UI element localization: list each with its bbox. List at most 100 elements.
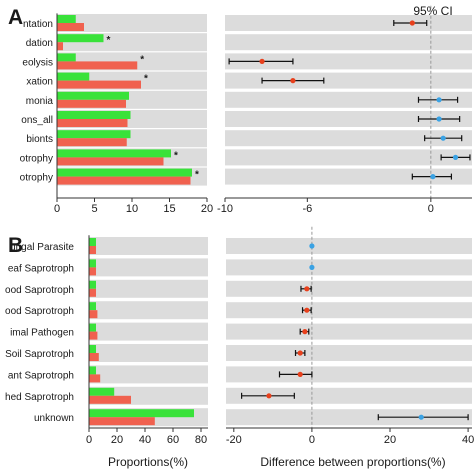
bar-green <box>89 323 96 332</box>
category-label: ons_all <box>21 115 53 126</box>
bar-green <box>89 366 96 375</box>
estimate-point <box>452 154 459 160</box>
category-label: otrophy <box>20 153 53 164</box>
x-tick-label: 0 <box>428 203 434 215</box>
significance-mark: * <box>174 150 178 161</box>
bar-red <box>89 310 98 319</box>
estimate-point <box>297 371 303 377</box>
xlabel-bar-b: Proportions(%) <box>108 455 188 469</box>
row-band <box>226 259 472 276</box>
category-label: ant Saprotroph <box>8 370 74 381</box>
significance-mark: * <box>140 54 144 65</box>
category-label: hed Saprotroph <box>5 392 74 403</box>
bar-green <box>57 53 76 62</box>
category-label: ntation <box>23 19 53 30</box>
bar-red <box>89 288 96 297</box>
row-band <box>225 168 472 185</box>
category-label: dation <box>26 38 53 49</box>
category-label: eolysis <box>22 57 53 68</box>
bar-green <box>57 149 171 158</box>
x-tick-label: -20 <box>226 434 242 446</box>
row-band <box>225 15 472 31</box>
estimate-point <box>440 135 446 141</box>
row-band <box>226 323 472 340</box>
estimate-point <box>259 58 265 64</box>
x-tick-label: 20 <box>384 434 396 446</box>
bar-green <box>89 302 96 311</box>
x-tick-label: 40 <box>462 434 474 446</box>
category-label: xation <box>26 77 53 88</box>
bar-red <box>57 61 138 70</box>
estimate-point <box>418 414 424 420</box>
x-tick-label: 20 <box>201 203 213 215</box>
x-tick-label: 20 <box>111 434 123 446</box>
bar-red <box>57 23 84 31</box>
category-label: ood Saprotroph <box>5 285 74 296</box>
x-tick-label: 0 <box>309 434 315 446</box>
estimate-point <box>290 78 296 84</box>
bar-red <box>89 395 131 404</box>
bar-green <box>57 168 192 177</box>
bar-green <box>89 345 96 353</box>
bar-red <box>57 138 127 147</box>
x-tick-label: 80 <box>195 434 207 446</box>
row-band <box>89 344 208 362</box>
estimate-point <box>436 116 442 122</box>
bar-green <box>57 72 90 81</box>
x-tick-label: 0 <box>54 203 60 215</box>
bar-green <box>89 409 194 418</box>
bar-green <box>89 259 96 268</box>
estimate-point <box>430 174 436 180</box>
row-band <box>89 279 208 298</box>
row-band <box>226 387 472 404</box>
estimate-point <box>309 264 315 270</box>
category-label: ungal Parasite <box>10 242 74 253</box>
bar-green <box>89 280 96 289</box>
bar-red <box>57 176 191 185</box>
row-band <box>89 322 208 341</box>
significance-mark: * <box>144 74 148 85</box>
estimate-point <box>436 97 442 103</box>
row-band <box>89 237 208 255</box>
bar-red <box>57 80 141 89</box>
category-label: imal Pathogen <box>10 328 74 339</box>
estimate-point <box>309 243 315 249</box>
bar-green <box>57 91 129 100</box>
bar-green <box>57 34 104 43</box>
bar-red <box>89 331 98 340</box>
row-band <box>226 345 472 361</box>
category-label: monia <box>26 96 54 107</box>
row-band <box>89 365 208 384</box>
x-tick-label: 10 <box>126 203 138 215</box>
bar-green <box>89 238 96 246</box>
estimate-point <box>297 350 303 356</box>
row-band <box>225 34 472 51</box>
panel-label-a: A <box>8 6 23 29</box>
bar-red <box>57 157 164 166</box>
estimate-point <box>266 393 272 399</box>
bar-red <box>57 99 126 108</box>
row-band <box>225 72 472 89</box>
panel-label-b: B <box>8 234 23 257</box>
category-label: bionts <box>26 134 53 145</box>
bar-red <box>89 246 96 254</box>
bar-green <box>89 387 115 396</box>
row-band <box>225 149 472 166</box>
bar-red <box>89 267 96 276</box>
bar-red <box>57 119 128 127</box>
row-band <box>89 258 208 277</box>
row-band <box>225 91 472 108</box>
significance-mark: * <box>107 35 111 46</box>
bar-red <box>57 42 63 51</box>
significance-mark: * <box>195 170 199 181</box>
estimate-point <box>304 307 310 313</box>
category-label: Soil Saprotroph <box>5 349 74 360</box>
row-band <box>226 280 472 297</box>
row-band <box>225 130 472 147</box>
estimate-point <box>302 329 308 335</box>
x-tick-label: 0 <box>86 434 92 446</box>
row-band <box>89 301 208 320</box>
bar-red <box>89 374 101 383</box>
estimate-point <box>409 20 415 26</box>
